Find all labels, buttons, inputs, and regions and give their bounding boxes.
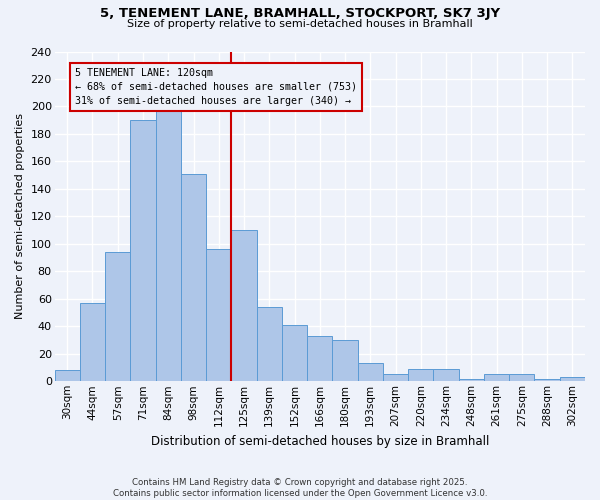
Bar [459, 378, 484, 382]
Bar [55, 370, 80, 382]
X-axis label: Distribution of semi-detached houses by size in Bramhall: Distribution of semi-detached houses by … [151, 434, 489, 448]
Text: 5 TENEMENT LANE: 120sqm
← 68% of semi-detached houses are smaller (753)
31% of s: 5 TENEMENT LANE: 120sqm ← 68% of semi-de… [75, 68, 357, 106]
Bar [130, 120, 155, 382]
Bar [80, 303, 105, 382]
Bar [181, 174, 206, 382]
Bar [383, 374, 408, 382]
Bar [433, 369, 459, 382]
Bar [560, 377, 585, 382]
Bar [206, 250, 232, 382]
Bar [232, 230, 257, 382]
Bar [484, 374, 509, 382]
Bar [155, 106, 181, 382]
Bar [282, 325, 307, 382]
Bar [257, 307, 282, 382]
Text: Size of property relative to semi-detached houses in Bramhall: Size of property relative to semi-detach… [127, 19, 473, 29]
Text: 5, TENEMENT LANE, BRAMHALL, STOCKPORT, SK7 3JY: 5, TENEMENT LANE, BRAMHALL, STOCKPORT, S… [100, 8, 500, 20]
Bar [332, 340, 358, 382]
Bar [408, 369, 433, 382]
Bar [535, 378, 560, 382]
Text: Contains HM Land Registry data © Crown copyright and database right 2025.
Contai: Contains HM Land Registry data © Crown c… [113, 478, 487, 498]
Bar [307, 336, 332, 382]
Bar [509, 374, 535, 382]
Bar [358, 364, 383, 382]
Y-axis label: Number of semi-detached properties: Number of semi-detached properties [15, 114, 25, 320]
Bar [105, 252, 130, 382]
